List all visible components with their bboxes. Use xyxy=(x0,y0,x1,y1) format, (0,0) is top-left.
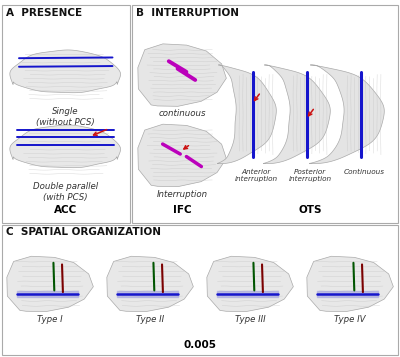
Polygon shape xyxy=(138,124,226,187)
Text: Double parallel
(with PCS): Double parallel (with PCS) xyxy=(33,182,98,202)
Polygon shape xyxy=(10,125,120,168)
Text: Interruption: Interruption xyxy=(156,190,208,198)
Text: Posterior
interruption: Posterior interruption xyxy=(288,169,332,182)
Polygon shape xyxy=(263,65,330,164)
Text: Type IV: Type IV xyxy=(334,315,366,325)
Polygon shape xyxy=(107,256,193,312)
Text: Single
(without PCS): Single (without PCS) xyxy=(36,107,94,127)
Bar xyxy=(2,5,130,223)
Polygon shape xyxy=(309,65,384,164)
Text: B  INTERRUPTION: B INTERRUPTION xyxy=(136,8,239,18)
Text: Type I: Type I xyxy=(37,315,63,325)
Text: Continuous: Continuous xyxy=(344,169,384,175)
Text: Type II: Type II xyxy=(136,315,164,325)
Text: ACC: ACC xyxy=(54,205,77,215)
Text: continuous: continuous xyxy=(158,109,206,118)
Text: A  PRESENCE: A PRESENCE xyxy=(6,8,82,18)
Text: Type III: Type III xyxy=(235,315,265,325)
Polygon shape xyxy=(307,256,393,312)
Polygon shape xyxy=(10,50,120,93)
Text: C  SPATIAL ORGANIZATION: C SPATIAL ORGANIZATION xyxy=(6,227,161,237)
Text: OTS: OTS xyxy=(298,205,322,215)
Polygon shape xyxy=(138,44,226,106)
Text: Anterior
interruption: Anterior interruption xyxy=(234,169,278,182)
Polygon shape xyxy=(217,65,276,164)
Polygon shape xyxy=(7,256,93,312)
Text: IFC: IFC xyxy=(173,205,191,215)
Text: 0.005: 0.005 xyxy=(184,340,216,350)
Polygon shape xyxy=(207,256,293,312)
Bar xyxy=(2,225,398,355)
Bar xyxy=(132,5,398,223)
